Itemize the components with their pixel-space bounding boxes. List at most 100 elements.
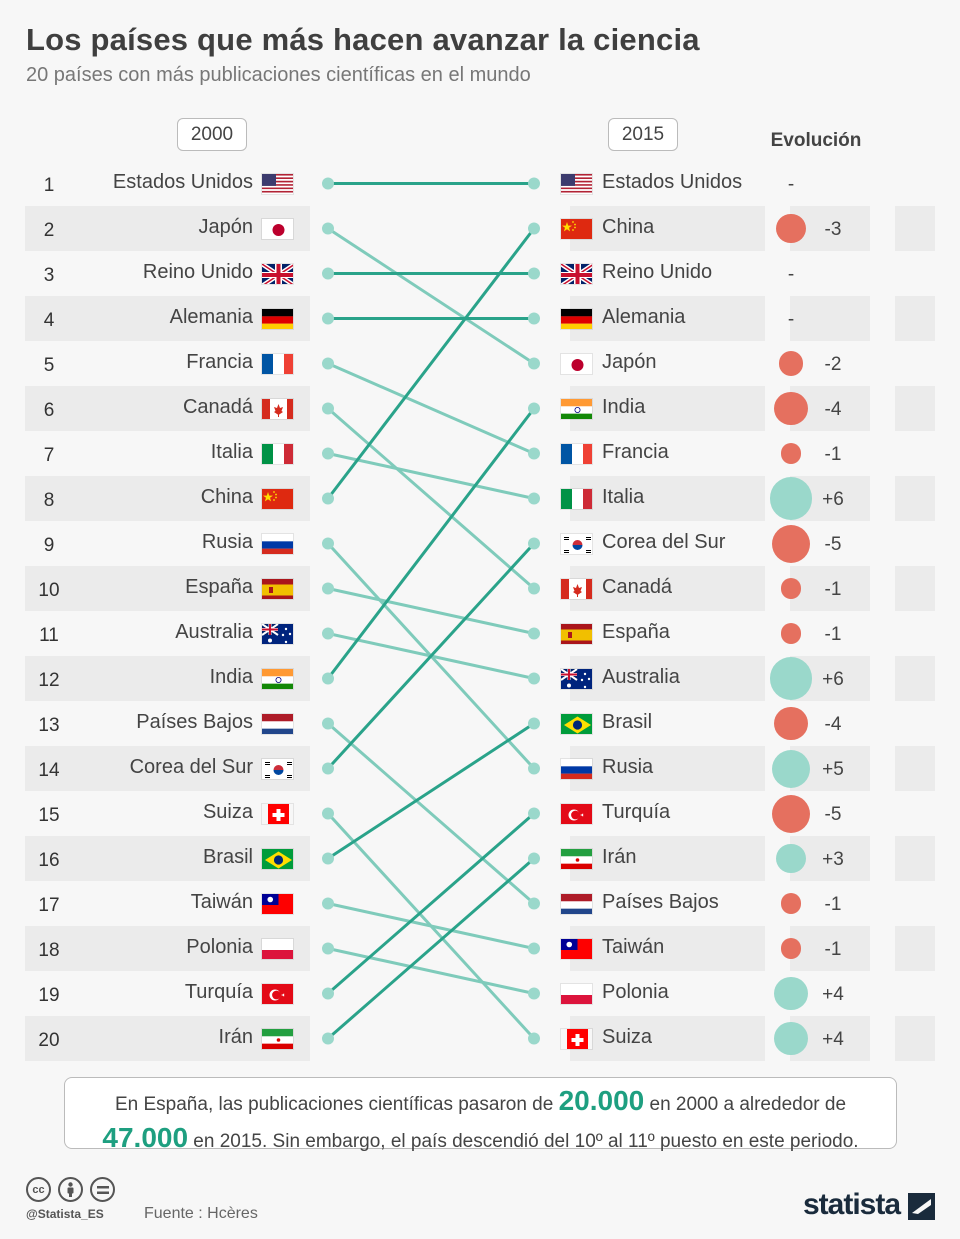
evolution-rise-bubble [769, 657, 813, 700]
flag-icon [560, 352, 593, 375]
statista-logo[interactable]: statista [803, 1188, 901, 1221]
row-gap [870, 386, 895, 431]
flag-icon [261, 487, 294, 510]
flag-icon [560, 577, 593, 600]
flag-icon [560, 1027, 593, 1050]
flag-icon [560, 757, 593, 780]
country-2015: Japón [602, 350, 657, 373]
country-2000: Japón [198, 215, 254, 238]
source-label: Fuente : Hcères [144, 1205, 258, 1222]
country-2015: España [602, 620, 670, 643]
country-2015: Estados Unidos [602, 170, 743, 193]
rank-dot-2015 [528, 177, 540, 190]
country-2000: Irán [218, 1025, 253, 1048]
rank-change-line [327, 947, 535, 995]
flag-icon [261, 802, 294, 825]
evolution-fall-bubble [778, 351, 804, 376]
evolution-rise-bubble [772, 749, 810, 788]
rank-change-line [327, 362, 535, 455]
evolution-value: +6 [822, 668, 844, 690]
rank-number: 17 [38, 894, 60, 916]
spain-note: En España, las publicaciones científicas… [64, 1077, 897, 1153]
rank-change-line [326, 542, 536, 770]
rank-dot-2000 [322, 357, 334, 370]
country-2000: Rusia [201, 530, 253, 553]
evolution-fall-bubble [780, 578, 802, 599]
flag-icon [261, 172, 294, 195]
row-gap [870, 836, 895, 881]
country-2000: Francia [186, 350, 253, 373]
rank-dot-2015 [528, 447, 540, 460]
country-2015: Canadá [602, 575, 673, 598]
rank-number: 7 [43, 444, 55, 466]
flag-icon [261, 757, 294, 780]
flag-icon [261, 892, 294, 915]
rank-number: 8 [43, 489, 55, 511]
country-2000: Italia [210, 440, 253, 463]
evolution-value: +6 [822, 488, 844, 510]
flag-icon [261, 667, 294, 690]
flag-icon [261, 1027, 294, 1050]
rank-dot-2000 [322, 537, 334, 550]
country-2000: Reino Unido [142, 260, 253, 283]
evolution-fall-bubble [774, 706, 808, 741]
row-gap [310, 1016, 570, 1061]
rank-dot-2015 [528, 357, 540, 370]
page-subtitle: 20 países con más publicaciones científi… [26, 64, 531, 86]
flag-icon [261, 397, 294, 420]
country-2000: Brasil [202, 845, 253, 868]
rank-number: 20 [38, 1029, 60, 1051]
country-2000: España [185, 575, 253, 598]
country-2015: Rusia [602, 755, 654, 778]
row-gap [870, 206, 895, 251]
evolution-fall-bubble [774, 391, 808, 426]
evolution-value: -5 [824, 533, 842, 555]
country-2015: Irán [602, 845, 637, 868]
rank-dot-2015 [528, 942, 540, 955]
country-2000: Países Bajos [136, 710, 253, 733]
country-2000: Polonia [186, 935, 253, 958]
flag-icon [261, 937, 294, 960]
rank-dot-2000 [322, 492, 334, 505]
row-gap [310, 386, 570, 431]
rank-number: 2 [43, 219, 55, 241]
flag-icon [560, 712, 593, 735]
rank-dot-2015 [528, 537, 540, 550]
row-gap [870, 296, 895, 341]
evolution-value: +5 [822, 758, 844, 780]
flag-icon [261, 307, 294, 330]
rank-dot-2015 [528, 717, 540, 730]
country-2000: Corea del Sur [129, 755, 253, 778]
rank-number: 4 [43, 309, 55, 331]
page-title: Los países que más hacen avanzar la cien… [26, 22, 700, 57]
rank-dot-2000 [322, 312, 334, 325]
equals-icon[interactable] [90, 1177, 115, 1202]
rank-change-line [327, 227, 535, 365]
rank-number: 11 [39, 624, 59, 646]
evolution-value: -4 [824, 713, 842, 735]
country-2000: Taiwán [190, 890, 253, 913]
rank-dot-2000 [322, 717, 334, 730]
row-gap [765, 296, 790, 341]
flag-icon [560, 982, 593, 1005]
rank-change-line [327, 722, 535, 905]
cc-icon[interactable]: cc [26, 1177, 51, 1202]
evolution-value: -2 [824, 353, 842, 375]
rank-dot-2000 [322, 402, 334, 415]
evolution-value: -1 [824, 443, 842, 465]
rank-change-line [327, 902, 535, 950]
rank-number: 9 [43, 534, 55, 556]
flag-icon [560, 532, 593, 555]
evolution-value: - [787, 308, 795, 330]
flag-icon [560, 262, 593, 285]
rank-dot-2015 [528, 402, 540, 415]
rank-dot-2015 [528, 312, 540, 325]
flag-icon [261, 622, 294, 645]
rank-dot-2015 [528, 492, 540, 505]
rank-dot-2015 [528, 807, 540, 820]
country-2015: Países Bajos [602, 890, 719, 913]
by-icon[interactable] [58, 1177, 83, 1202]
flag-icon [261, 532, 294, 555]
rank-number: 16 [38, 849, 60, 871]
note-text-1: En España, las publicaciones científicas… [114, 1094, 559, 1115]
